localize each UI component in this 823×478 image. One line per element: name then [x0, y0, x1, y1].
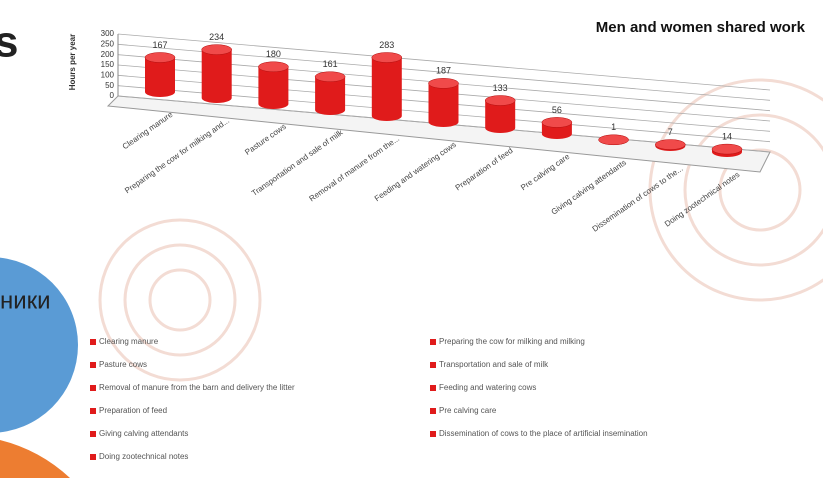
- bar-top: [371, 52, 403, 63]
- legend-swatch: [90, 385, 96, 391]
- value-label: 7: [668, 127, 673, 137]
- value-label: 161: [323, 59, 338, 69]
- value-label: 167: [152, 40, 167, 50]
- y-tick-label: 0: [110, 91, 115, 100]
- legend-label: Giving calving attendants: [99, 429, 188, 438]
- bar-top: [541, 117, 573, 128]
- legend-swatch: [430, 408, 436, 414]
- legend-label: Pasture cows: [99, 360, 147, 369]
- legend-swatch: [430, 385, 436, 391]
- value-label: 133: [493, 83, 508, 93]
- bar-top: [655, 139, 686, 150]
- legend-swatch: [90, 339, 96, 345]
- decor-spirals: [98, 78, 823, 382]
- legend-swatch: [430, 339, 436, 345]
- y-tick-label: 100: [101, 70, 115, 79]
- bar-top: [258, 61, 289, 73]
- legend-swatch: [430, 431, 436, 437]
- value-label: 187: [436, 66, 451, 76]
- bar: [371, 52, 402, 121]
- orange-shape: [0, 440, 70, 478]
- y-tick-label: 200: [101, 50, 115, 59]
- legend-label: Dissemination of cows to the place of ar…: [439, 429, 648, 438]
- value-label: 1: [611, 122, 616, 132]
- y-tick-label: 150: [101, 60, 115, 69]
- legend-label: Preparation of feed: [99, 406, 167, 415]
- bar: [315, 71, 346, 115]
- legend-label: Removal of manure from the barn and deli…: [99, 383, 295, 392]
- bar-top: [711, 143, 743, 155]
- bar-top: [144, 52, 176, 63]
- slide-heading: s: [0, 18, 18, 67]
- legend-swatch: [90, 454, 96, 460]
- legend-label: Clearing manure: [99, 337, 159, 346]
- bar-top: [598, 134, 629, 146]
- legend-swatch: [90, 431, 96, 437]
- legend-label: Pre calving care: [439, 406, 497, 415]
- value-label: 14: [722, 131, 732, 141]
- grid-line: [117, 33, 771, 91]
- legend-swatch: [90, 362, 96, 368]
- bar: [145, 52, 175, 97]
- chart-title: Men and women shared work: [596, 19, 806, 36]
- slide-text: ники: [0, 287, 51, 314]
- legend-label: Preparing the cow for milking and milkin…: [439, 337, 585, 346]
- bar-top: [314, 71, 346, 82]
- value-label: 180: [266, 49, 281, 59]
- value-label: 283: [379, 40, 394, 50]
- legend-swatch: [430, 362, 436, 368]
- y-tick-label: 300: [101, 29, 115, 38]
- y-tick-label: 50: [105, 81, 114, 90]
- legend-label: Feeding and watering cows: [439, 383, 536, 392]
- value-label: 56: [552, 105, 562, 115]
- legend-swatch: [90, 408, 96, 414]
- bar: [428, 78, 459, 127]
- bar-top: [428, 78, 459, 89]
- bar: [201, 44, 232, 103]
- bar-top: [201, 44, 232, 55]
- legend-label: Transportation and sale of milk: [439, 360, 549, 369]
- value-label: 234: [209, 32, 224, 42]
- bar-top: [484, 95, 516, 106]
- y-axis-label: Hours per year: [68, 34, 77, 90]
- bar: [258, 61, 289, 110]
- blue-circle: [0, 257, 78, 433]
- legend-label: Doing zootechnical notes: [99, 452, 188, 461]
- y-tick-label: 250: [101, 39, 115, 48]
